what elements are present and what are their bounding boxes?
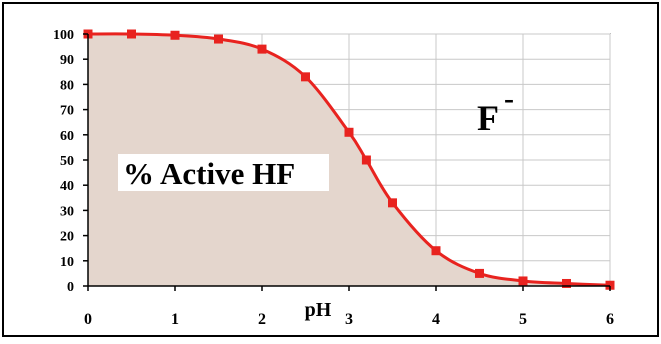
area-label: % Active HF [123,156,295,191]
species-charge: - [504,82,514,115]
y-tick-label: 90 [60,53,74,68]
data-point [388,198,397,208]
data-point [605,280,615,290]
y-tick-label: 30 [60,204,74,219]
data-point [518,276,528,286]
x-tick-label: 5 [519,311,527,328]
series-line [87,32,611,287]
y-tick-label: 50 [60,154,74,169]
y-tick-label: 0 [67,280,74,295]
data-point [562,278,571,288]
data-point [214,34,223,44]
x-tick-label: 4 [432,311,440,328]
y-tick-label: 10 [60,255,74,270]
x-tick-label: 2 [258,311,266,328]
data-point [170,30,180,40]
y-tick-label: 100 [53,28,74,43]
species-label: F [477,98,499,138]
x-tick-label: 0 [84,311,92,328]
x-tick-label: 1 [171,311,179,328]
data-point [361,155,371,165]
y-tick-label: 70 [60,104,74,119]
y-tick-label: 60 [60,129,74,144]
area-fill [88,33,610,287]
data-point [431,246,441,256]
data-point [344,127,354,137]
x-axis: 0 1 2 3 4 5 6 [84,286,614,328]
y-tick-label: 80 [60,78,74,93]
y-axis: 0 10 20 30 40 50 60 70 80 90 100 [53,28,88,295]
data-point [301,72,310,82]
x-tick-label: 6 [606,311,614,328]
y-tick-label: 40 [60,179,74,194]
data-point [127,29,136,39]
x-axis-label: pH [305,299,332,321]
area-label-box [118,154,329,191]
y-tick-label: 20 [60,230,74,245]
x-tick-label: 3 [345,311,353,328]
data-point [475,268,484,278]
data-point [257,44,267,54]
